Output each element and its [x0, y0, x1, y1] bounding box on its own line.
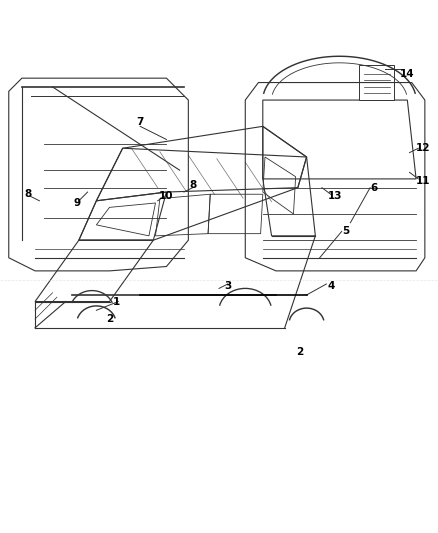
Text: 3: 3 [224, 281, 231, 291]
Text: 13: 13 [328, 191, 343, 201]
Text: 8: 8 [189, 181, 196, 190]
Text: 2: 2 [297, 347, 304, 357]
Text: 12: 12 [415, 143, 430, 154]
Text: 14: 14 [400, 69, 415, 79]
Text: 5: 5 [343, 227, 350, 237]
Text: 11: 11 [415, 176, 430, 186]
Bar [359, 65, 394, 100]
Text: 2: 2 [106, 314, 113, 324]
Text: 7: 7 [137, 117, 144, 127]
Text: 1: 1 [113, 296, 120, 306]
Text: 6: 6 [371, 183, 378, 192]
Text: 8: 8 [25, 189, 32, 199]
Text: 10: 10 [159, 191, 174, 201]
Text: 9: 9 [73, 198, 80, 208]
Text: 4: 4 [327, 281, 334, 291]
